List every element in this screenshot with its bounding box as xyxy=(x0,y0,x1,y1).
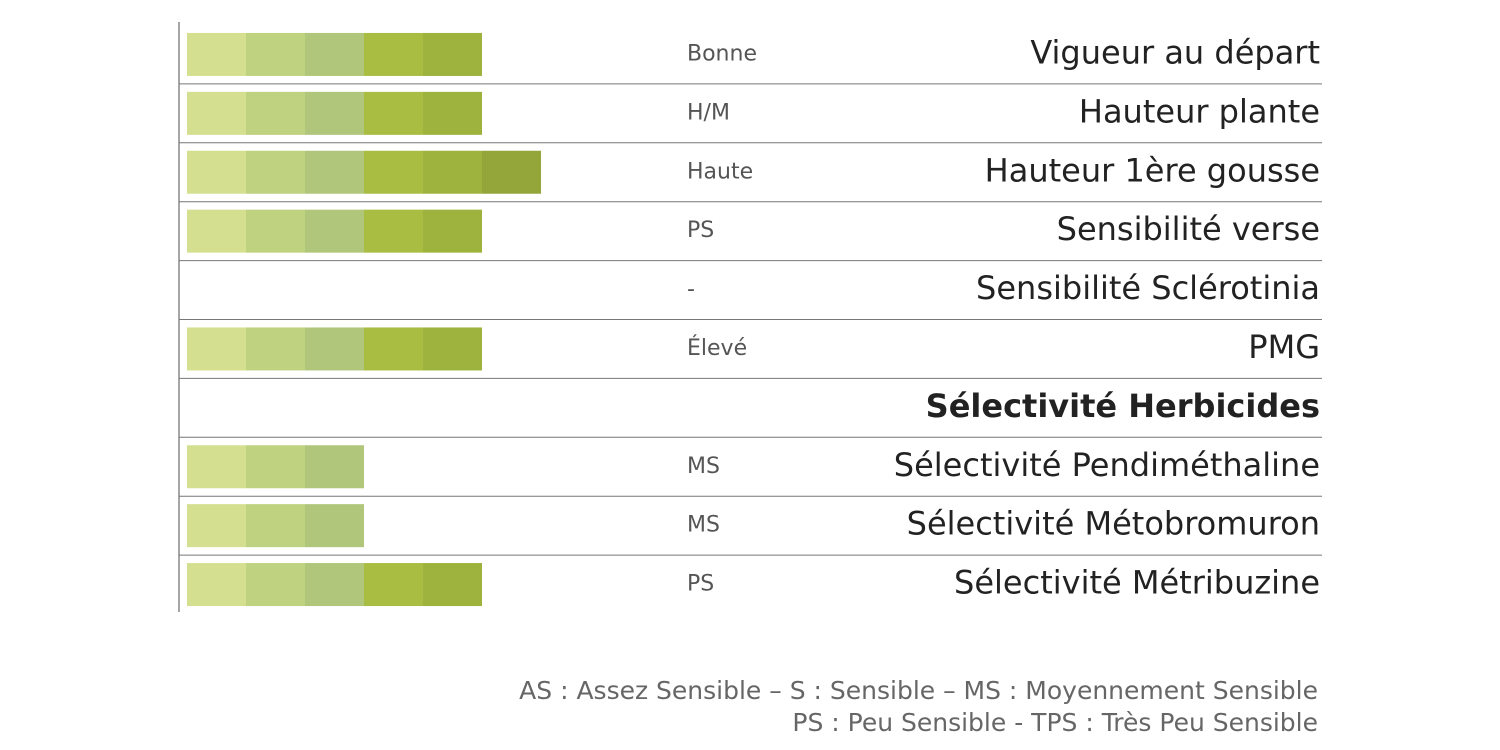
bar-segment xyxy=(305,91,364,135)
bar-segment xyxy=(305,32,364,76)
bar-segment xyxy=(187,32,246,76)
bar-segment xyxy=(187,563,246,607)
bar-segment xyxy=(187,91,246,135)
rating-label: Bonne xyxy=(687,41,757,66)
bar-segment xyxy=(364,150,423,194)
bar-segment xyxy=(246,327,305,371)
bar-segment xyxy=(187,445,246,489)
rating-label: Élevé xyxy=(687,335,747,361)
bar-segment xyxy=(423,150,482,194)
rating-label: PS xyxy=(687,572,714,597)
bar-segment xyxy=(423,327,482,371)
bar-segment xyxy=(187,327,246,371)
row-label: Hauteur plante xyxy=(1079,92,1320,130)
rating-label: PS xyxy=(687,218,714,243)
bar-segment xyxy=(423,563,482,607)
row-label: Vigueur au départ xyxy=(1030,33,1320,71)
bar-segment xyxy=(246,150,305,194)
legend-note: PS : Peu Sensible - TPS : Très Peu Sensi… xyxy=(792,708,1318,737)
bar-segment xyxy=(364,91,423,135)
bar-segment xyxy=(305,327,364,371)
bar-segment xyxy=(246,32,305,76)
rating-label: - xyxy=(687,277,695,302)
bar-segment xyxy=(305,209,364,253)
rating-label: Haute xyxy=(687,159,753,184)
bar-segment xyxy=(305,445,364,489)
bar-segment xyxy=(246,209,305,253)
row-label: Sensibilité verse xyxy=(1057,210,1320,248)
bar-segment xyxy=(187,209,246,253)
row-label: Sélectivité Pendiméthaline xyxy=(894,446,1320,484)
bar-segment xyxy=(482,150,541,194)
bar-segment xyxy=(187,504,246,548)
bar-segment xyxy=(305,563,364,607)
bar-segment xyxy=(423,32,482,76)
row-label: Sélectivité Herbicides xyxy=(926,387,1320,425)
bar-segment xyxy=(246,91,305,135)
row-label: Sensibilité Sclérotinia xyxy=(976,269,1320,307)
bar-segment xyxy=(246,504,305,548)
rating-label: MS xyxy=(687,454,720,479)
row-label: PMG xyxy=(1248,328,1320,366)
bar-segment xyxy=(246,563,305,607)
bar-segment xyxy=(364,563,423,607)
bar-segment xyxy=(187,150,246,194)
bar-segment xyxy=(423,91,482,135)
bar-segment xyxy=(364,209,423,253)
row-label: Sélectivité Métobromuron xyxy=(907,505,1320,543)
bar-segment xyxy=(364,32,423,76)
bar-segment xyxy=(364,327,423,371)
row-label: Hauteur 1ère gousse xyxy=(985,151,1320,189)
bar-segment xyxy=(423,209,482,253)
bar-segment xyxy=(305,504,364,548)
row-label: Sélectivité Métribuzine xyxy=(954,564,1320,602)
rating-label: MS xyxy=(687,513,720,538)
bar-segment xyxy=(305,150,364,194)
bar-segment xyxy=(246,445,305,489)
rating-label: H/M xyxy=(687,100,730,125)
legend-note: AS : Assez Sensible – S : Sensible – MS … xyxy=(519,676,1318,705)
